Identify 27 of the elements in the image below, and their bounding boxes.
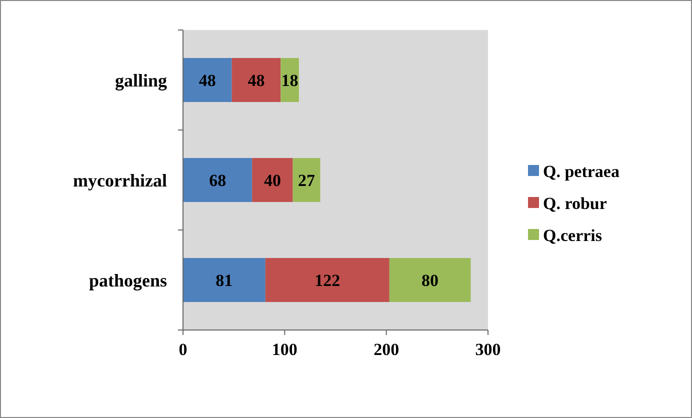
data-label: 18 [281, 70, 298, 90]
data-label: 48 [248, 70, 265, 90]
legend-label: Q. petraea [543, 162, 620, 181]
bar [292, 158, 320, 202]
bar [252, 158, 293, 202]
legend-label: Q. robur [543, 194, 608, 213]
x-tick-label: 200 [374, 340, 400, 359]
bar [183, 258, 266, 302]
bar [232, 58, 281, 102]
bar [183, 58, 232, 102]
data-label: 27 [298, 170, 316, 190]
x-tick-label: 100 [272, 340, 298, 359]
x-tick-label: 0 [178, 340, 188, 359]
data-label: 81 [216, 270, 233, 290]
y-tick-label: mycorrhizal [73, 170, 167, 190]
data-label: 80 [422, 270, 439, 290]
y-tick-label: galling [114, 70, 167, 90]
bar [265, 258, 390, 302]
y-tick-label: pathogens [88, 270, 167, 290]
legend-label: Q.cerris [543, 226, 602, 245]
data-label: 48 [198, 70, 216, 90]
x-tick-label: 300 [475, 340, 501, 359]
data-label: 68 [209, 170, 226, 190]
data-label: 122 [314, 270, 340, 290]
bar [389, 258, 471, 302]
bar [183, 158, 252, 202]
data-label: 40 [264, 170, 281, 190]
